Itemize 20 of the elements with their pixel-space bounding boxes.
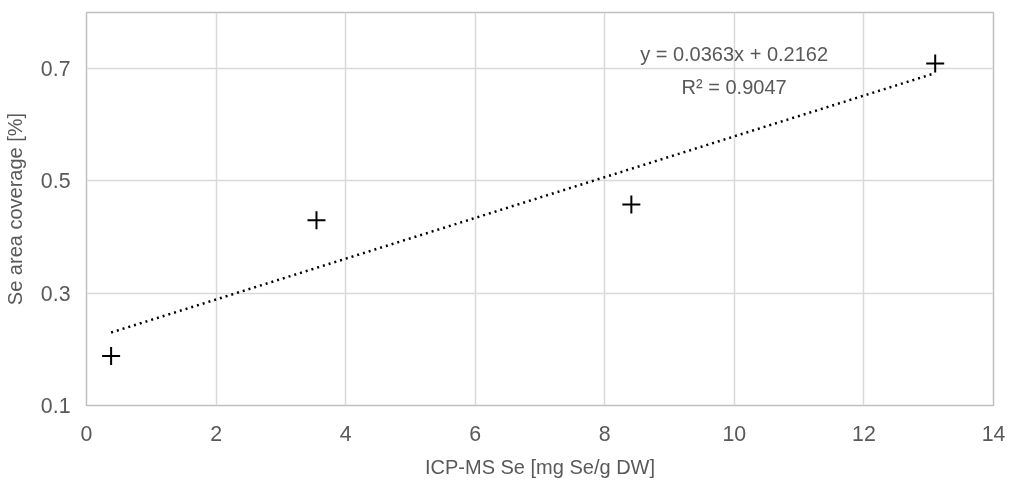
x-tick-label: 8 xyxy=(598,421,611,446)
y-tick-label: 0.5 xyxy=(40,169,71,194)
x-tick-label: 10 xyxy=(722,421,747,446)
x-axis-title: ICP-MS Se [mg Se/g DW] xyxy=(424,455,656,478)
x-tick-label: 6 xyxy=(469,421,482,446)
x-tick-label: 12 xyxy=(852,421,876,446)
y-tick-label: 0.3 xyxy=(40,281,71,306)
y-tick-label: 0.7 xyxy=(40,57,71,82)
point xyxy=(306,210,327,231)
x-tick-label: 4 xyxy=(339,421,352,446)
annotation: y = 0.0363x + 0.2162 xyxy=(640,42,829,65)
x-tick-label: 2 xyxy=(210,421,223,446)
point xyxy=(101,346,122,367)
point xyxy=(925,53,946,74)
y-axis-title: Se area coverage [%] xyxy=(3,112,26,306)
x-tick-label: 14 xyxy=(981,421,1006,446)
annotation: R² = 0.9047 xyxy=(681,76,787,99)
point xyxy=(621,194,642,215)
x-tick-label: 0 xyxy=(80,421,93,446)
y-tick-label: 0.1 xyxy=(40,394,71,418)
